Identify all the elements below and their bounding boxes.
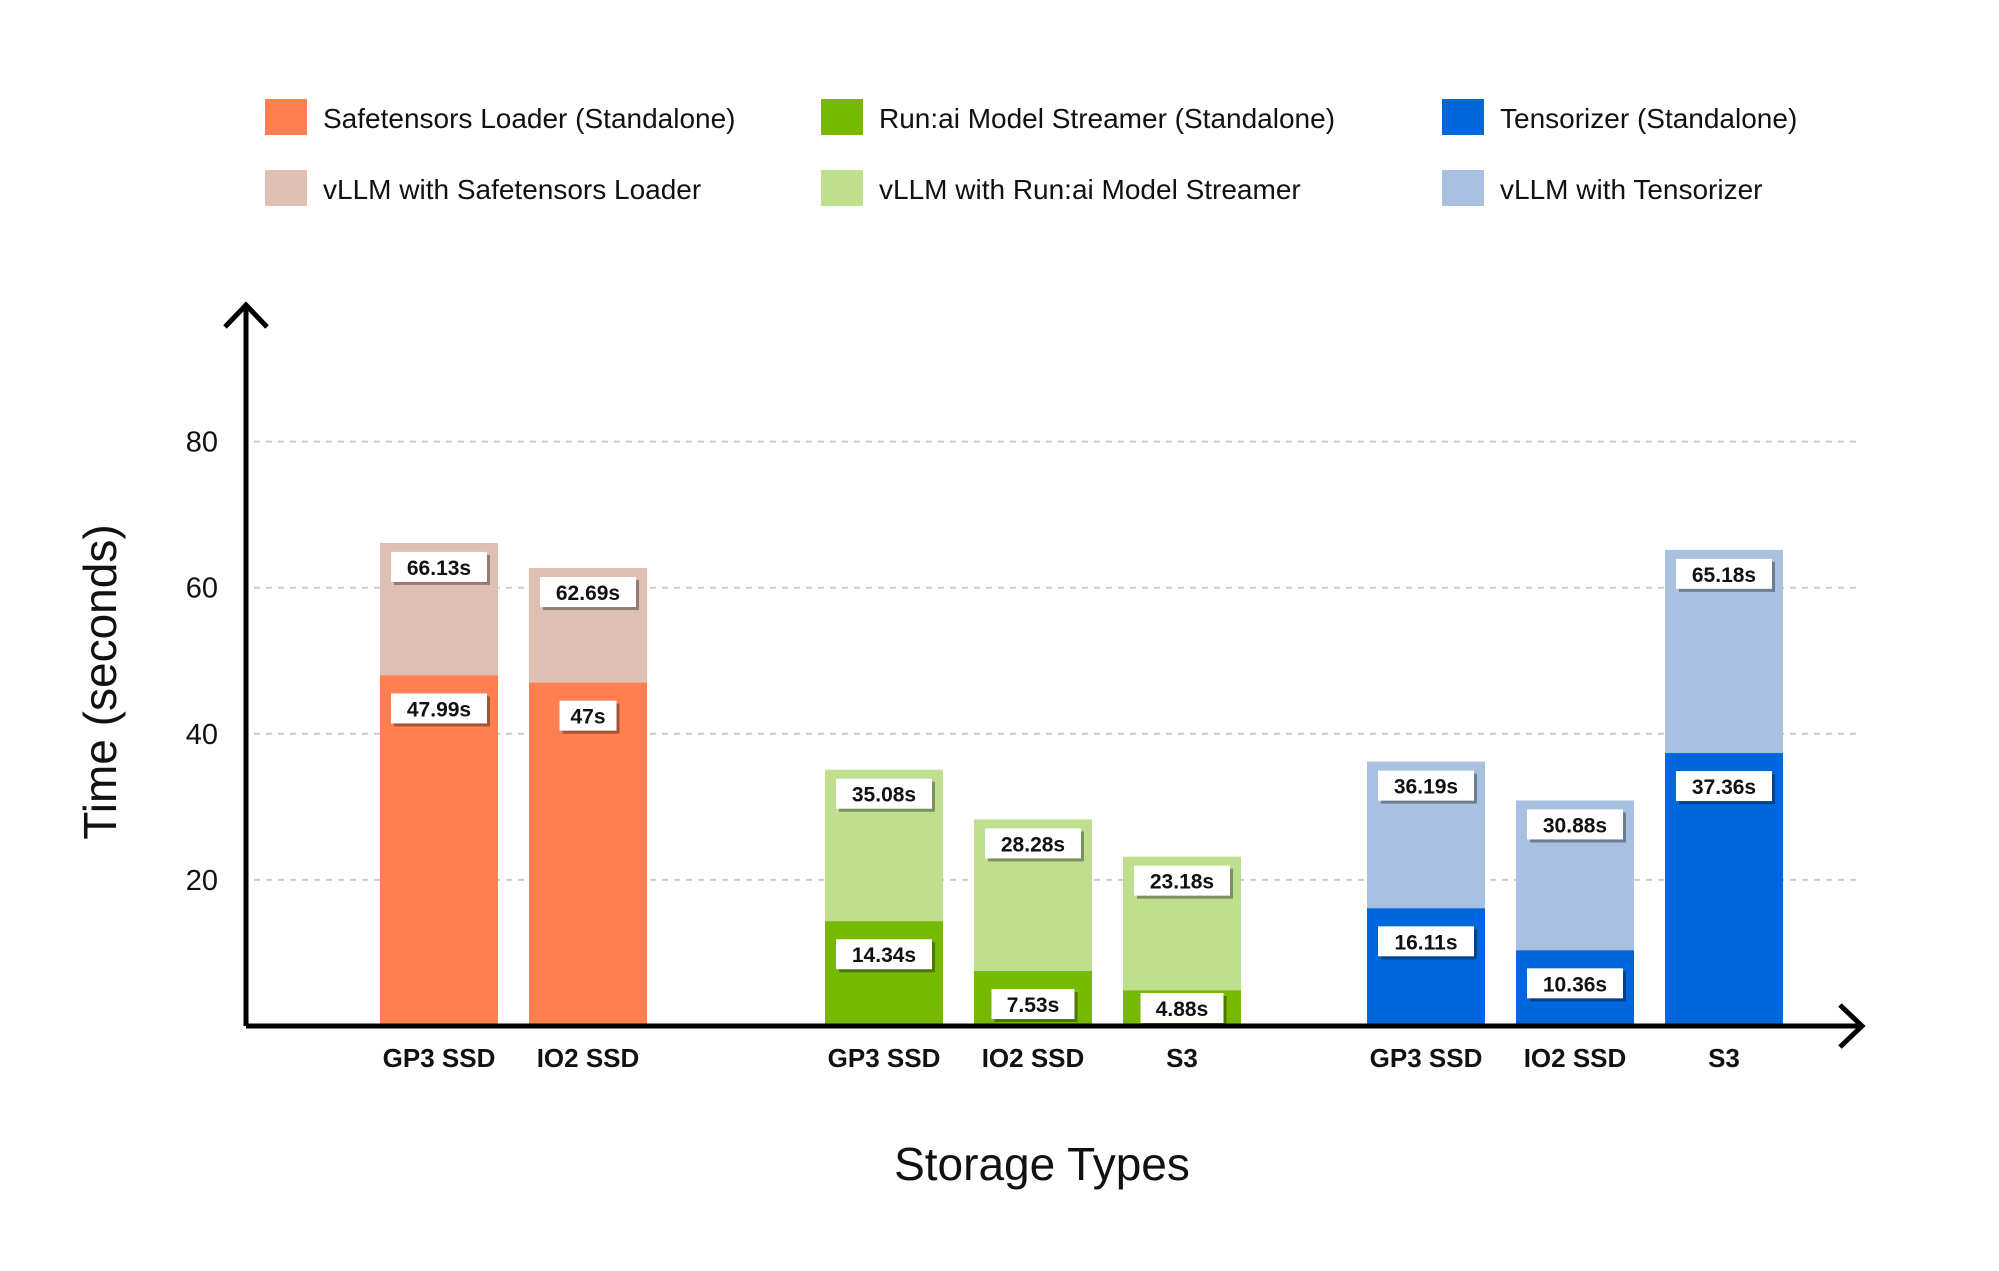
legend-item: vLLM with Tensorizer <box>1442 170 1762 206</box>
data-label: 16.11s <box>1378 926 1477 960</box>
legend-item: Run:ai Model Streamer (Standalone) <box>821 99 1335 135</box>
bar-standalone <box>1367 908 1485 1026</box>
svg-text:47.99s: 47.99s <box>407 698 471 721</box>
x-axis-arrow <box>1838 1003 1866 1049</box>
svg-text:65.18s: 65.18s <box>1692 564 1756 587</box>
x-tick-label: IO2 SSD <box>1524 1043 1627 1073</box>
y-axis-arrow <box>223 301 269 329</box>
data-labels: 66.13s 47.99s 62.69s 47s 35.08s 14.34s 28.28s 7… <box>391 551 1775 1026</box>
bar-standalone <box>825 921 943 1026</box>
x-tick-label: GP3 SSD <box>383 1043 496 1073</box>
svg-text:14.34s: 14.34s <box>852 944 916 967</box>
svg-text:62.69s: 62.69s <box>556 582 620 605</box>
legend-item: Tensorizer (Standalone) <box>1442 99 1797 135</box>
x-tick-label: GP3 SSD <box>1370 1043 1483 1073</box>
data-label: 28.28s <box>985 828 1084 862</box>
svg-text:4.88s: 4.88s <box>1156 998 1209 1021</box>
axes: GP3 SSD IO2 SSD GP3 SSD IO2 SSD S3 GP3 SSD IO2… <box>223 301 1866 1073</box>
y-tick-label: 20 <box>186 865 218 897</box>
data-label: 7.53s <box>991 988 1078 1022</box>
legend-label: Safetensors Loader (Standalone) <box>323 103 736 134</box>
legend-item: vLLM with Run:ai Model Streamer <box>821 170 1301 206</box>
data-label: 62.69s <box>540 577 639 611</box>
x-axis-title: Storage Types <box>894 1138 1190 1190</box>
svg-text:30.88s: 30.88s <box>1543 814 1607 837</box>
legend-swatch <box>1442 170 1484 206</box>
legend-label: vLLM with Safetensors Loader <box>323 174 701 205</box>
legend-swatch <box>821 170 863 206</box>
data-label: 23.18s <box>1134 865 1233 899</box>
bar-standalone <box>380 675 498 1026</box>
svg-text:10.36s: 10.36s <box>1543 973 1607 996</box>
legend-label: vLLM with Run:ai Model Streamer <box>879 174 1301 205</box>
svg-text:16.11s: 16.11s <box>1394 931 1457 954</box>
data-label: 10.36s <box>1527 968 1626 1002</box>
bar-standalone <box>529 682 647 1026</box>
legend-swatch <box>821 99 863 135</box>
data-label: 36.19s <box>1378 770 1477 804</box>
legend-swatch <box>1442 99 1484 135</box>
y-tick-label: 60 <box>186 573 218 605</box>
data-label: 14.34s <box>836 939 935 973</box>
svg-text:35.08s: 35.08s <box>852 784 916 807</box>
svg-text:47s: 47s <box>570 706 605 729</box>
y-tick-label: 80 <box>186 427 218 459</box>
svg-text:7.53s: 7.53s <box>1007 994 1060 1017</box>
legend-item: Safetensors Loader (Standalone) <box>265 99 736 135</box>
data-label: 35.08s <box>836 778 935 812</box>
data-label: 4.88s <box>1140 993 1227 1026</box>
legend: Safetensors Loader (Standalone) vLLM with… <box>265 99 1797 206</box>
legend-swatch <box>265 99 307 135</box>
bars <box>380 542 1783 1026</box>
legend-label: Run:ai Model Streamer (Standalone) <box>879 103 1335 134</box>
x-tick-label: IO2 SSD <box>982 1043 1085 1073</box>
data-label: 65.18s <box>1676 558 1775 592</box>
svg-text:66.13s: 66.13s <box>407 557 471 580</box>
x-tick-label: S3 <box>1708 1043 1740 1073</box>
legend-swatch <box>265 170 307 206</box>
legend-item: vLLM with Safetensors Loader <box>265 170 701 206</box>
data-label: 47s <box>559 700 620 734</box>
data-label: 30.88s <box>1527 809 1626 843</box>
svg-text:37.36s: 37.36s <box>1692 776 1756 799</box>
x-tick-label: GP3 SSD <box>828 1043 941 1073</box>
svg-text:23.18s: 23.18s <box>1150 871 1214 894</box>
svg-text:28.28s: 28.28s <box>1001 833 1065 856</box>
y-tick-label: 40 <box>186 719 218 751</box>
data-label: 66.13s <box>391 551 490 585</box>
legend-label: vLLM with Tensorizer <box>1500 174 1762 205</box>
data-label: 47.99s <box>391 693 490 727</box>
legend-label: Tensorizer (Standalone) <box>1500 103 1797 134</box>
y-axis-title: Time (seconds) <box>74 524 126 839</box>
data-label: 37.36s <box>1676 771 1775 805</box>
x-tick-label: S3 <box>1166 1043 1198 1073</box>
x-tick-label: IO2 SSD <box>537 1043 640 1073</box>
svg-text:36.19s: 36.19s <box>1394 776 1458 799</box>
